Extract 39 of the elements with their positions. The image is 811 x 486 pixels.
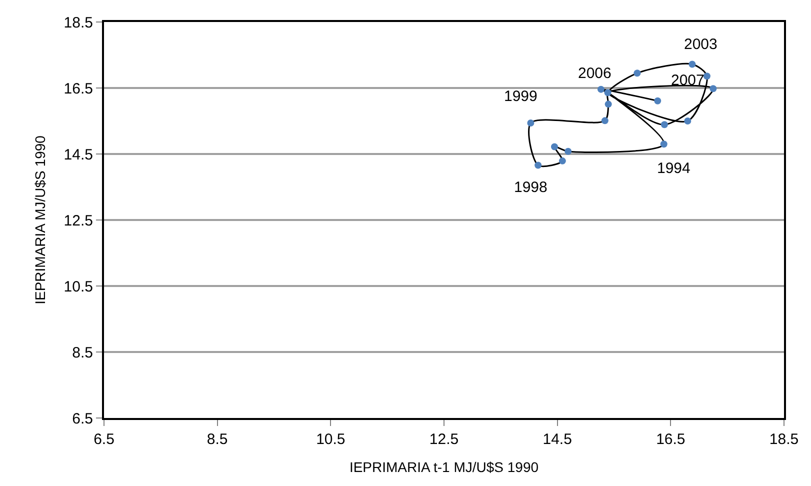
annotation: 2007 [671, 72, 704, 89]
x-tick-label: 12.5 [429, 431, 459, 448]
annotation: 1999 [504, 88, 538, 105]
point [688, 60, 696, 68]
point [634, 70, 641, 77]
x-axis-title: IEPRIMARIA t-1 MJ/U$S 1990 [349, 458, 539, 475]
point [601, 117, 608, 124]
annotation: 1994 [657, 160, 690, 177]
point [558, 157, 566, 164]
annotation: 2006 [578, 65, 612, 82]
point [551, 143, 558, 150]
point [703, 72, 710, 80]
point [564, 148, 572, 155]
x-tick-label: 16.5 [656, 431, 686, 448]
point [604, 89, 612, 96]
y-tick-label: 16.5 [64, 80, 93, 98]
y-tick-label: 18.5 [64, 14, 93, 32]
x-tick-label: 14.5 [542, 431, 572, 448]
y-tick-label: 6.5 [72, 410, 93, 428]
y-axis-title: IEPRIMARIA MJ/U$S 1990 [32, 135, 48, 304]
point [710, 85, 717, 92]
point [527, 119, 534, 126]
x-tick-label: 18.5 [769, 431, 799, 448]
x-tick-label: 10.5 [316, 431, 346, 448]
y-tick-label: 8.5 [72, 344, 93, 362]
x-tick-label: 6.5 [94, 431, 114, 448]
annotation: 2003 [684, 36, 718, 53]
x-tick-label: 8.5 [206, 431, 228, 448]
point [654, 97, 662, 104]
point [660, 140, 668, 148]
y-tick-label: 14.5 [64, 146, 93, 164]
point [534, 162, 542, 169]
y-tick-label: 12.5 [64, 212, 93, 230]
point [684, 118, 692, 124]
annotation: 1998 [514, 179, 548, 196]
point [604, 100, 612, 108]
point [660, 121, 668, 128]
y-tick-label: 10.5 [64, 278, 93, 296]
point [597, 86, 604, 93]
